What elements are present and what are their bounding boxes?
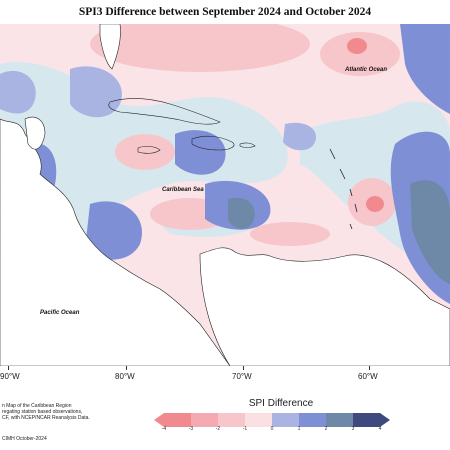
land-lesser-antilles: [329, 148, 358, 230]
legend-tick-label: -4: [161, 426, 167, 432]
legend-title: SPI Difference: [248, 398, 314, 409]
neg-area-atlantic: [320, 32, 400, 76]
land-hispaniola: [191, 135, 235, 151]
x-tick-80w: [126, 366, 127, 370]
legend-tick-label: 2: [324, 426, 328, 432]
pos-area-puerto-rico: [283, 122, 316, 151]
pos-area-northeast: [400, 24, 450, 114]
legend-arrow-right: [380, 413, 390, 427]
x-label-60w: 60°W: [358, 372, 378, 381]
legend-swatch: [191, 413, 219, 427]
credit-line-1: n Map of the Caribbean Region: [2, 403, 72, 409]
atlantic-ocean-label: Atlantic Ocean: [344, 67, 387, 73]
legend-swatch: [272, 413, 300, 427]
neg-area-jamaica: [115, 134, 175, 170]
legend-tick-label: -3: [188, 426, 194, 432]
legend-swatch: [326, 413, 354, 427]
pos-area-cuba: [175, 130, 226, 175]
legend-swatch: [299, 413, 327, 427]
legend-tick-label: 1: [297, 426, 301, 432]
legend-swatch: [164, 413, 192, 427]
neg-core-atlantic: [347, 38, 367, 54]
x-tick-70w: [243, 366, 244, 370]
x-tick-60w: [369, 366, 370, 370]
land-central-america: [0, 118, 231, 366]
land-cuba: [108, 98, 221, 125]
land-yucatan: [24, 116, 46, 150]
legend-arrow-left: [154, 413, 164, 427]
x-tick-90w: [8, 366, 9, 370]
legend-swatch: [218, 413, 246, 427]
credit-line-2: regating station based observations,: [2, 409, 83, 415]
legend-swatch: [245, 413, 273, 427]
neg-core-lesser-antilles: [366, 196, 384, 212]
pos-area-gulf: [0, 70, 36, 114]
x-label-90w: 90°W: [0, 372, 20, 381]
neg-area-north: [90, 24, 310, 72]
pos-core-east: [410, 180, 450, 284]
x-label-80w: 80°W: [115, 372, 135, 381]
pacific-ocean-label: Pacific Ocean: [40, 310, 80, 316]
legend-tick-label: 0: [270, 426, 274, 432]
legend-tick-label: -1: [242, 426, 248, 432]
land-florida: [99, 24, 121, 70]
legend-tick-label: 3: [351, 426, 355, 432]
map-title: SPI3 Difference between September 2024 a…: [78, 6, 372, 18]
legend-colorbar: [154, 413, 390, 427]
legend-tick-label: -2: [215, 426, 221, 432]
legend-swatch: [353, 413, 381, 427]
land-south-america: [199, 247, 450, 366]
credit-line-5: CIMH October-2024: [2, 436, 47, 442]
neg-area-venezuela: [250, 222, 330, 246]
pos-core-west: [228, 197, 255, 229]
caribbean-sea-label: Caribbean Sea: [162, 187, 204, 193]
spi-difference-map: Atlantic Ocean Caribbean Sea Pacific Oce…: [0, 24, 450, 366]
legend-tick-label: 4: [378, 426, 382, 432]
pos-area-west-caribbean: [85, 201, 142, 260]
land-puerto-rico: [239, 142, 256, 148]
x-label-70w: 70°W: [232, 372, 252, 381]
credit-line-3: CF, with NCEP/NCAR Reanalysis Data.: [2, 415, 90, 421]
land-jamaica: [137, 145, 161, 154]
